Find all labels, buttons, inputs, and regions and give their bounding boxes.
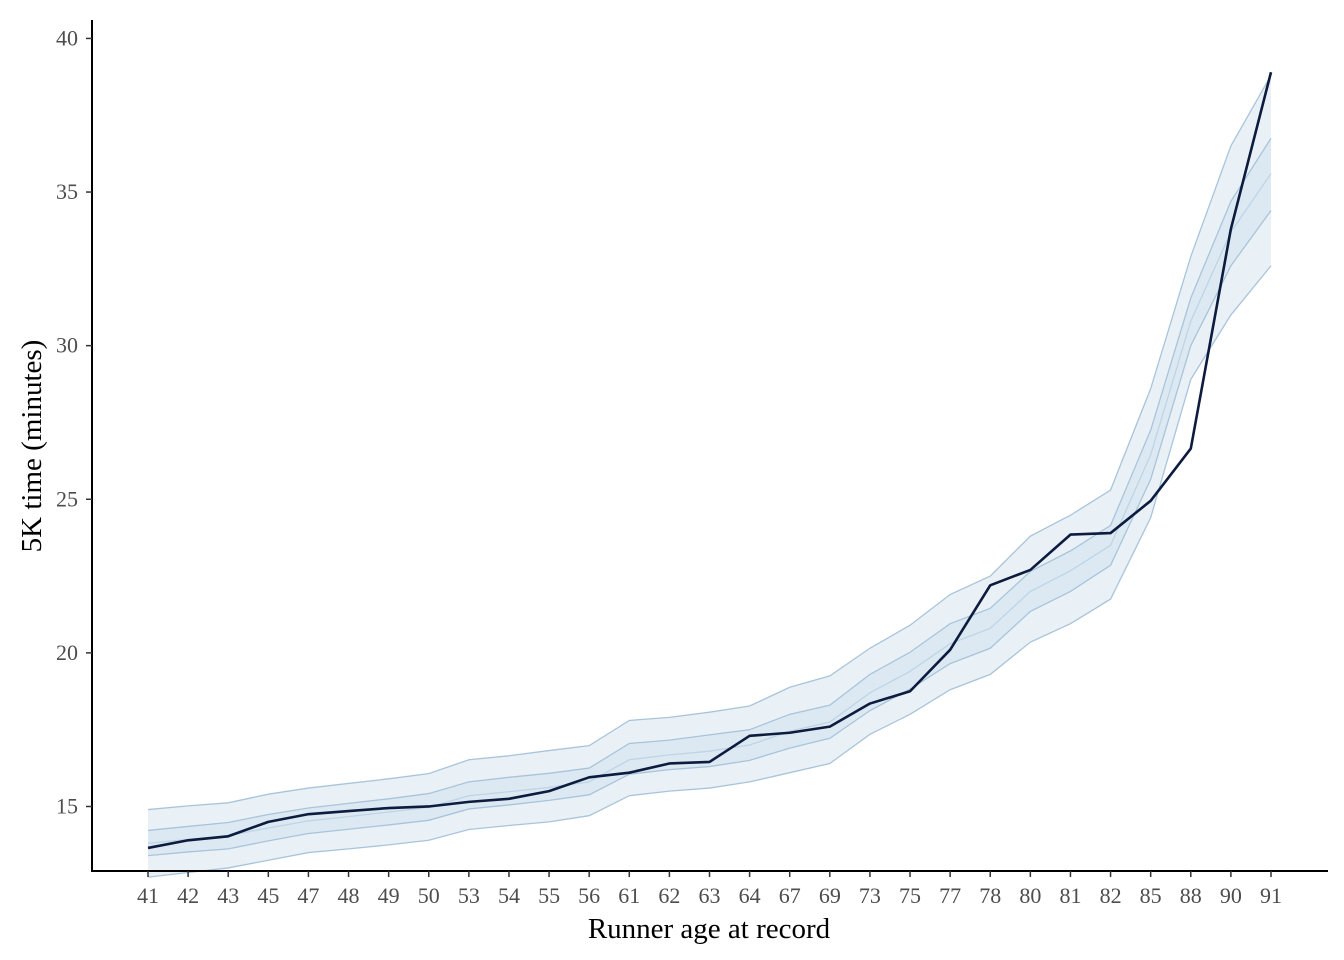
outer-band-upper-edge xyxy=(147,74,1272,811)
y-axis-ticks: 15 20 25 30 35 40 xyxy=(56,25,92,818)
x-tick-label: 75 xyxy=(899,883,921,908)
outer-band-lower-edge xyxy=(147,265,1272,878)
x-tick-label: 91 xyxy=(1260,883,1282,908)
outer-band xyxy=(148,75,1271,878)
x-tick-label: 78 xyxy=(979,883,1001,908)
x-tick-label: 69 xyxy=(819,883,841,908)
uncertainty-bands xyxy=(147,74,1272,878)
x-axis-title: Runner age at record xyxy=(588,913,831,945)
y-axis-title: 5K time (minutes) xyxy=(16,340,48,553)
x-tick-label: 53 xyxy=(458,883,480,908)
series-lines xyxy=(147,71,1273,850)
y-tick-label: 30 xyxy=(56,333,78,358)
x-tick-label: 81 xyxy=(1059,883,1081,908)
y-tick-label: 40 xyxy=(56,25,78,50)
x-tick-label: 73 xyxy=(859,883,881,908)
x-tick-label: 43 xyxy=(217,883,239,908)
x-tick-label: 42 xyxy=(177,883,199,908)
y-tick-label: 20 xyxy=(56,640,78,665)
x-tick-label: 77 xyxy=(939,883,961,908)
x-tick-label: 48 xyxy=(338,883,360,908)
x-tick-label: 64 xyxy=(739,883,761,908)
x-tick-label: 50 xyxy=(418,883,440,908)
series-line-0 xyxy=(147,71,1273,850)
y-tick-label: 15 xyxy=(56,793,78,818)
x-tick-label: 82 xyxy=(1100,883,1122,908)
x-tick-label: 80 xyxy=(1019,883,1041,908)
x-tick-label: 47 xyxy=(297,883,319,908)
x-tick-label: 56 xyxy=(578,883,600,908)
x-tick-label: 90 xyxy=(1220,883,1242,908)
x-tick-label: 62 xyxy=(658,883,680,908)
x-tick-label: 41 xyxy=(137,883,159,908)
x-tick-label: 54 xyxy=(498,883,520,908)
x-tick-label: 88 xyxy=(1180,883,1202,908)
x-tick-label: 55 xyxy=(538,883,560,908)
x-tick-label: 63 xyxy=(699,883,721,908)
x-tick-label: 45 xyxy=(257,883,279,908)
y-tick-label: 35 xyxy=(56,179,78,204)
inner-band-lower-edge xyxy=(147,210,1272,857)
x-tick-label: 67 xyxy=(779,883,801,908)
x-axis-ticks: 41 42 43 45 47 48 49 50 53 54 55 56 61 62 63 64 67 69 73 75… xyxy=(137,871,1282,908)
x-tick-label: 61 xyxy=(618,883,640,908)
y-tick-label: 25 xyxy=(56,486,78,511)
band-median-line xyxy=(147,173,1272,844)
x-tick-label: 49 xyxy=(378,883,400,908)
x-tick-label: 85 xyxy=(1140,883,1162,908)
inner-band-upper-edge xyxy=(147,137,1272,832)
